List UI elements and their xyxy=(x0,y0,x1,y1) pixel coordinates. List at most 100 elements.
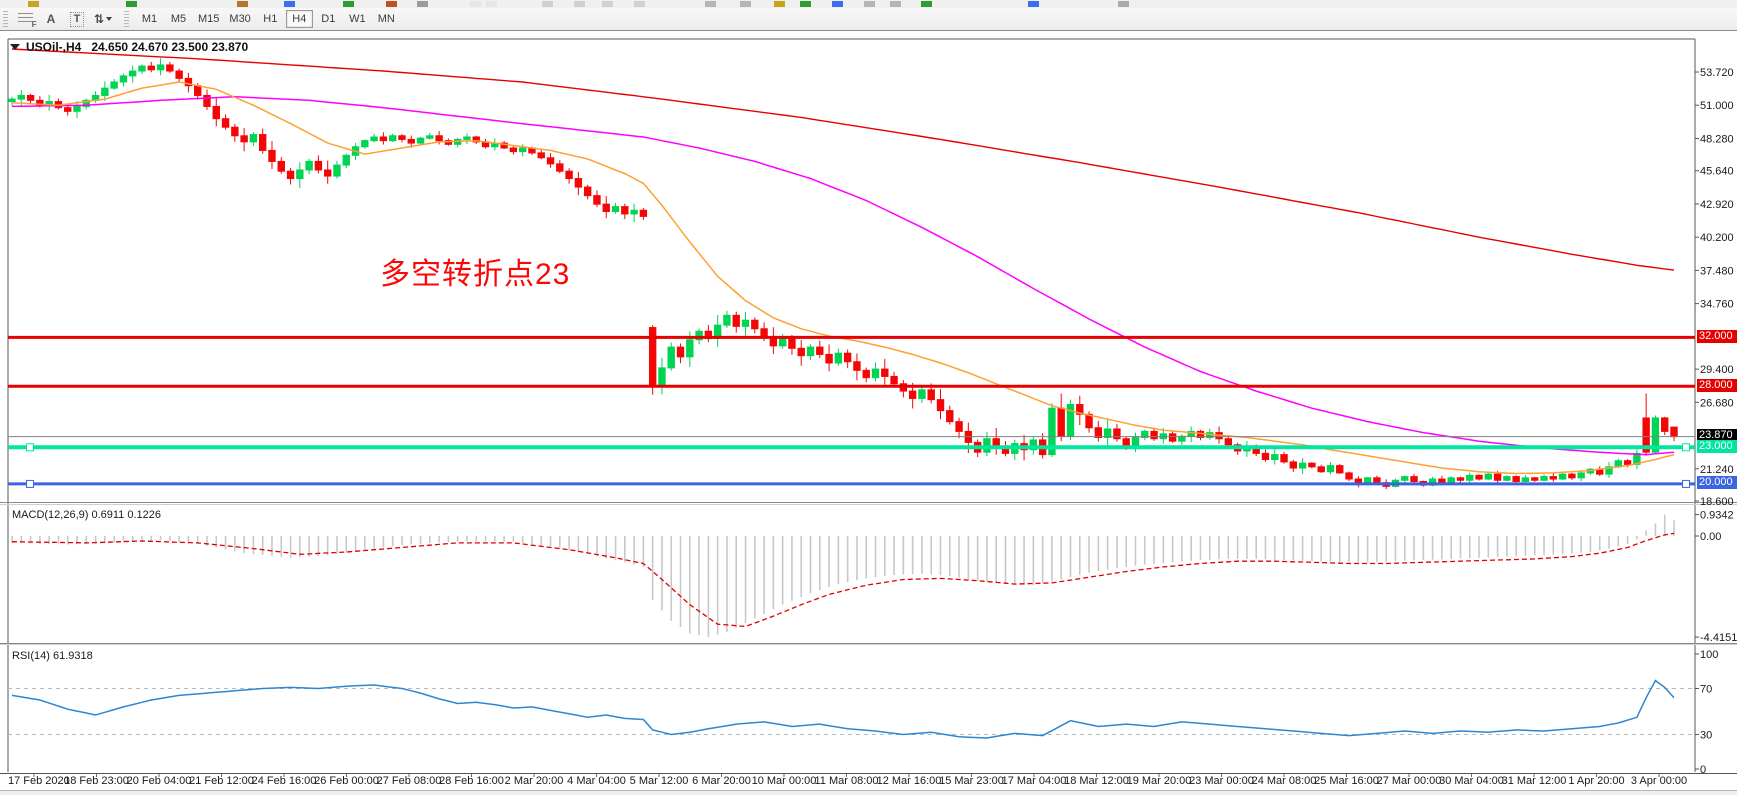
svg-text:-4.4151: -4.4151 xyxy=(1700,632,1737,644)
price-tag-32000: 32.000 xyxy=(1697,330,1737,343)
line-handle xyxy=(1682,443,1690,452)
fibonacci-f-label: F xyxy=(31,20,37,29)
toolbar-icon-fragment xyxy=(921,1,932,7)
text-tool-glyph: T xyxy=(69,11,85,27)
svg-text:18 Mar 12:00: 18 Mar 12:00 xyxy=(1064,775,1129,787)
chart-annotation-text[interactable]: 多空转折点23 xyxy=(380,258,571,291)
svg-text:3 Apr 00:00: 3 Apr 00:00 xyxy=(1631,775,1687,787)
svg-text:40.200: 40.200 xyxy=(1700,232,1734,244)
timeframe-m1-button[interactable]: M1 xyxy=(136,10,163,28)
svg-text:17 Feb 2020: 17 Feb 2020 xyxy=(8,775,70,787)
svg-text:48.280: 48.280 xyxy=(1700,133,1734,145)
timeframe-d1-button[interactable]: D1 xyxy=(315,10,342,28)
toolbar-icon-fragment xyxy=(417,1,428,7)
toolbar-icon-fragment xyxy=(126,1,137,7)
svg-text:18.600: 18.600 xyxy=(1700,496,1734,508)
toolbar-icon-fragment xyxy=(774,1,785,7)
text-label-tool-icon[interactable]: A xyxy=(38,10,64,28)
svg-text:0.00: 0.00 xyxy=(1700,531,1721,543)
svg-text:4 Mar 04:00: 4 Mar 04:00 xyxy=(567,775,626,787)
svg-text:10 Mar 00:00: 10 Mar 00:00 xyxy=(752,775,817,787)
price-tag-20000: 20.000 xyxy=(1697,476,1737,489)
level-lines[interactable] xyxy=(8,335,1695,488)
toolbar-icon-fragment xyxy=(542,1,553,7)
toolbar-icon-fragment xyxy=(634,1,645,7)
timeframe-m30-button[interactable]: M30 xyxy=(225,10,254,28)
toolbar-separator xyxy=(124,11,129,27)
toolbar-icon-fragment xyxy=(864,1,875,7)
main-toolbar: F A T ⇅ M1 M5 M15 M30 H1 H4 D1 W1 MN xyxy=(0,8,1737,31)
macd-indicator-label: MACD(12,26,9) 0.6911 0.1226 xyxy=(12,509,161,521)
toolbar-icon-fragment xyxy=(343,1,354,7)
svg-text:0: 0 xyxy=(1700,764,1706,776)
ma-mid-magenta xyxy=(11,95,1675,456)
price-chart-svg[interactable]: 53.720 51.000 48.280 45.640 42.920 40.200 37.4… xyxy=(0,31,1737,795)
arrows-glyph: ⇅ xyxy=(93,12,104,26)
timeframe-h4-button[interactable]: H4 xyxy=(285,10,313,28)
macd-pane xyxy=(11,514,1675,638)
price-tag-28000: 28.000 xyxy=(1697,379,1737,392)
svg-text:12 Mar 16:00: 12 Mar 16:00 xyxy=(877,775,942,787)
svg-text:42.920: 42.920 xyxy=(1700,199,1734,211)
toolbar-icon-fragment xyxy=(574,1,585,7)
rsi-pane xyxy=(8,679,1695,739)
timeframe-mn-button[interactable]: MN xyxy=(373,10,400,28)
svg-text:19 Mar 20:00: 19 Mar 20:00 xyxy=(1127,775,1192,787)
toolbar-icon-fragment xyxy=(237,1,248,7)
svg-text:51.000: 51.000 xyxy=(1700,100,1734,112)
candles-layer xyxy=(8,58,1678,490)
svg-text:37.480: 37.480 xyxy=(1700,265,1734,277)
rsi-line xyxy=(11,679,1675,739)
toolbar-icon-fragment xyxy=(486,1,497,7)
toolbar-grip[interactable] xyxy=(3,11,8,27)
toolbar-icon-fragment xyxy=(284,1,295,7)
svg-text:53.720: 53.720 xyxy=(1700,67,1734,79)
text-tool-icon[interactable]: T xyxy=(64,10,90,28)
ma-slow-red xyxy=(11,48,1675,271)
svg-text:21 Feb 12:00: 21 Feb 12:00 xyxy=(189,775,254,787)
toolbar-icon-fragment xyxy=(1118,1,1129,7)
svg-text:0.9342: 0.9342 xyxy=(1700,510,1734,522)
timeframe-w1-button[interactable]: W1 xyxy=(344,10,371,28)
text-label-glyph: A xyxy=(46,12,56,26)
rsi-indicator-label: RSI(14) 61.9318 xyxy=(12,650,93,662)
status-bar-edge xyxy=(0,790,1737,795)
arrow-objects-icon[interactable]: ⇅ xyxy=(90,10,116,28)
svg-text:24 Feb 16:00: 24 Feb 16:00 xyxy=(252,775,317,787)
svg-text:29.400: 29.400 xyxy=(1700,364,1734,376)
toolbar-icon-fragment xyxy=(386,1,397,7)
svg-text:25 Mar 16:00: 25 Mar 16:00 xyxy=(1314,775,1379,787)
toolbar-icon-fragment xyxy=(1028,1,1039,7)
timeframe-m5-button[interactable]: M5 xyxy=(165,10,192,28)
price-tag-bid-23870: 23.870 xyxy=(1697,429,1737,442)
svg-text:11 Mar 08:00: 11 Mar 08:00 xyxy=(814,775,878,787)
timeframe-m15-button[interactable]: M15 xyxy=(194,10,223,28)
svg-text:30 Mar 04:00: 30 Mar 04:00 xyxy=(1439,775,1504,787)
chart-menu-icon[interactable] xyxy=(10,44,20,50)
toolbar-icon-fragment xyxy=(28,1,39,7)
svg-text:70: 70 xyxy=(1700,684,1712,696)
moving-averages xyxy=(11,48,1675,475)
svg-text:31 Mar 12:00: 31 Mar 12:00 xyxy=(1502,775,1567,787)
price-scale: 53.720 51.000 48.280 45.640 42.920 40.200 37.4… xyxy=(1695,67,1737,776)
chart-canvas[interactable]: 53.720 51.000 48.280 45.640 42.920 40.200 37.4… xyxy=(0,30,1737,795)
svg-text:5 Mar 12:00: 5 Mar 12:00 xyxy=(630,775,689,787)
svg-text:30: 30 xyxy=(1700,730,1712,742)
svg-text:34.760: 34.760 xyxy=(1700,299,1734,311)
svg-text:27 Mar 00:00: 27 Mar 00:00 xyxy=(1377,775,1442,787)
ohlc-values-label: 24.650 24.670 23.500 23.870 xyxy=(91,40,249,54)
line-handle xyxy=(26,479,34,488)
fibonacci-tool-icon[interactable]: F xyxy=(12,10,38,29)
line-handle xyxy=(1682,479,1690,488)
timeframe-h1-button[interactable]: H1 xyxy=(257,10,284,28)
pane-borders xyxy=(0,38,1737,774)
toolbar-icon-fragment xyxy=(705,1,716,7)
svg-text:17 Mar 04:00: 17 Mar 04:00 xyxy=(1002,775,1067,787)
toolbar-icon-fragment xyxy=(602,1,613,7)
svg-text:27 Feb 08:00: 27 Feb 08:00 xyxy=(377,775,442,787)
svg-text:20 Feb 04:00: 20 Feb 04:00 xyxy=(127,775,192,787)
svg-text:1 Apr 20:00: 1 Apr 20:00 xyxy=(1568,775,1624,787)
chevron-down-icon[interactable] xyxy=(106,17,113,21)
symbol-period-label: USOil-,H4 xyxy=(26,40,82,54)
